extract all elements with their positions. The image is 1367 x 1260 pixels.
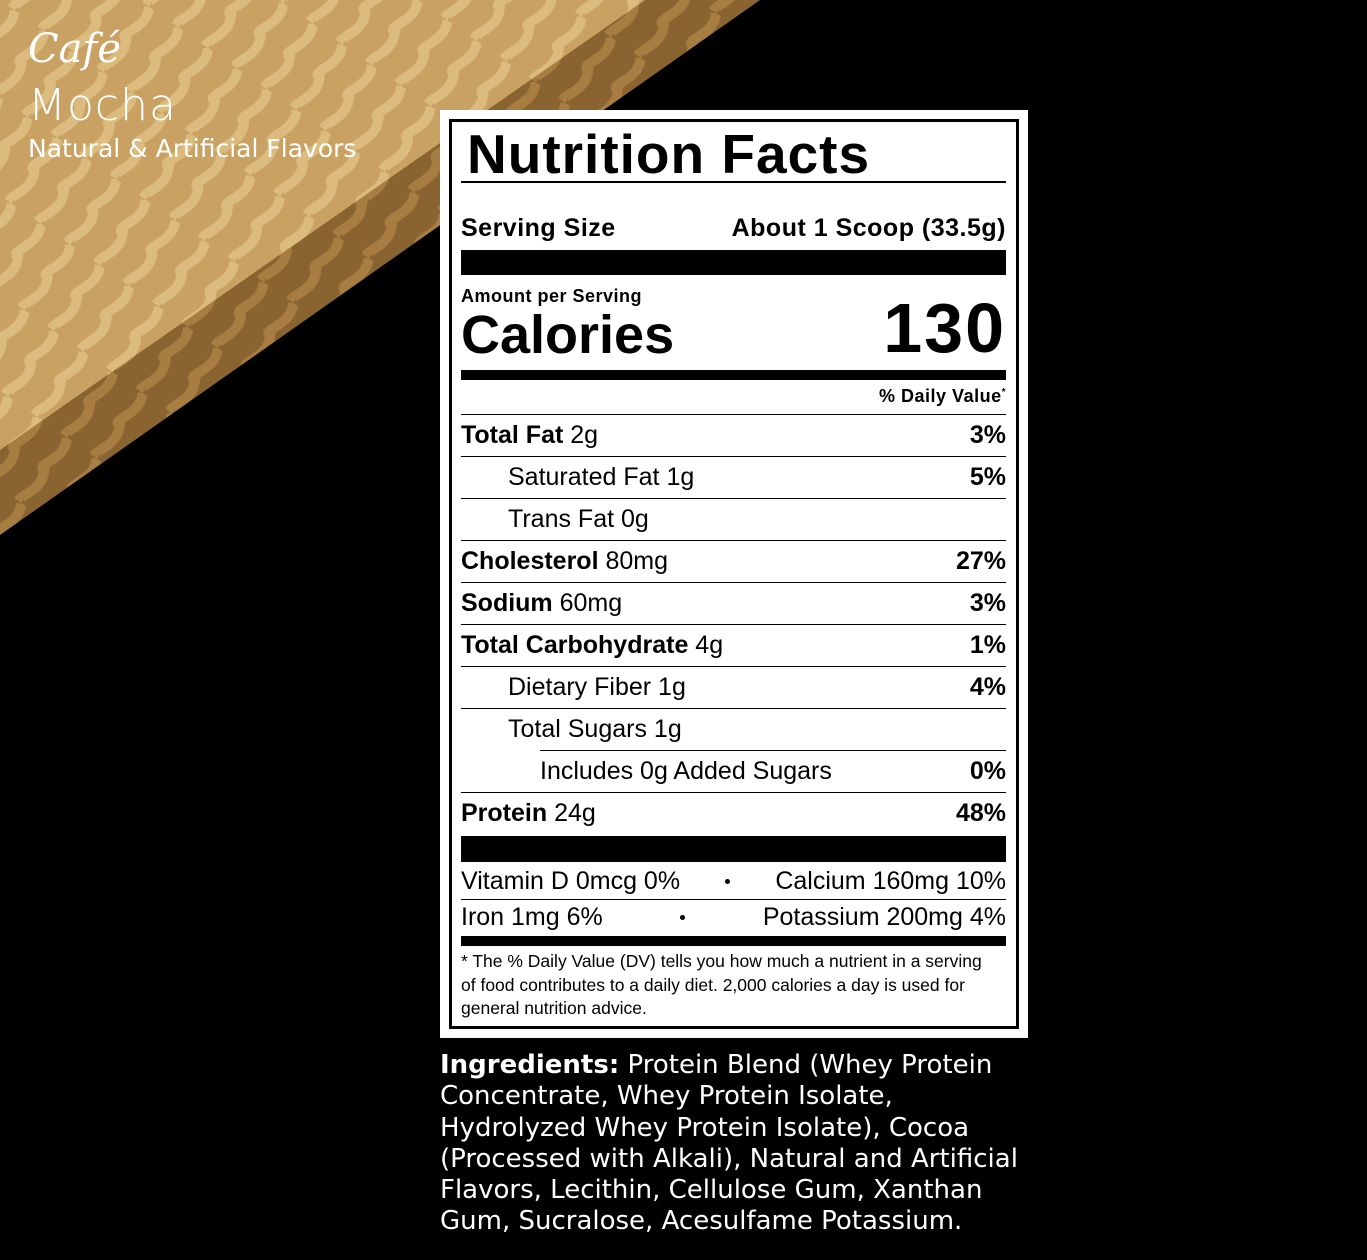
nutrient-row: Total Carbohydrate 4g 1% — [461, 624, 1006, 666]
nutrient-row: Dietary Fiber 1g 4% — [461, 666, 1006, 708]
nutrient-row: Total Fat 2g 3% — [461, 414, 1006, 456]
thick-rule — [461, 250, 1006, 275]
serving-row: Serving Size About 1 Scoop (33.5g) — [461, 214, 1006, 243]
nutrient-name: Saturated Fat — [508, 463, 660, 491]
vitamin-item: Calcium 160mg 10% — [775, 867, 1006, 895]
nutrient-label: Sodium 60mg — [461, 589, 622, 618]
nutrient-label: Total Sugars 1g — [508, 715, 682, 744]
nutrient-label: Trans Fat 0g — [508, 505, 649, 534]
nutrient-amount: 4g — [695, 631, 724, 659]
nutrient-label: Total Fat 2g — [461, 421, 598, 450]
footnote: * The % Daily Value (DV) tells you how m… — [461, 951, 982, 1018]
nutrient-dv: 3% — [969, 589, 1006, 617]
rule — [461, 181, 1006, 183]
nutrient-dv: 4% — [969, 673, 1006, 701]
nutrient-amount: 1g — [653, 715, 682, 743]
nutrient-row: Cholesterol 80mg 27% — [461, 540, 1006, 582]
vitamin-item: Iron 1mg 6% — [461, 903, 603, 931]
dv-mark: * — [1001, 387, 1006, 398]
nutrient-label: Dietary Fiber 1g — [508, 673, 686, 702]
serving-label: Serving Size — [461, 214, 616, 242]
nutrient-row: Saturated Fat 1g 5% — [461, 456, 1006, 498]
nutrient-name: Total Sugars — [508, 715, 647, 743]
ingredients-text: Protein Blend (Whey Protein Concentrate,… — [440, 1050, 1018, 1237]
amount-per-serving: Amount per Serving — [461, 286, 643, 306]
nutrient-row: Includes 0g Added Sugars 0% — [540, 750, 1006, 792]
thick-rule — [461, 836, 1006, 862]
ingredients-label: Ingredients: — [440, 1050, 620, 1080]
vitamin-item: Vitamin D 0mcg 0% — [461, 867, 681, 895]
panel-frame — [449, 119, 1019, 1029]
medium-rule — [461, 936, 1006, 946]
nutrient-amount: 2g — [570, 421, 599, 449]
vitamin-row: Iron 1mg 6% Potassium 200mg 4% — [461, 899, 1006, 935]
nutrient-dv: 5% — [969, 463, 1006, 491]
nutrient-amount: 0g — [621, 505, 649, 533]
nutrient-row: Protein 24g 48% — [461, 792, 1006, 834]
dv-header: % Daily Value* — [879, 386, 1006, 407]
flavor-note: Natural & Artificial Flavors — [28, 134, 357, 163]
nutrient-label: Total Carbohydrate 4g — [461, 631, 723, 660]
nutrient-dv: 27% — [955, 547, 1006, 575]
label-title: Nutrition Facts — [467, 123, 871, 185]
nutrient-name: Protein — [461, 799, 548, 827]
nutrient-name: Sodium — [461, 589, 553, 617]
nutrient-name: Includes 0g Added Sugars — [540, 757, 832, 785]
flavor-name: Mocha — [28, 80, 177, 131]
nutrient-amount: 1g — [658, 673, 686, 701]
dv-header-text: % Daily Value — [879, 386, 1002, 406]
nutrition-panel: Nutrition Facts Serving Size About 1 Sco… — [440, 110, 1028, 1038]
nutrient-name: Trans Fat — [508, 505, 615, 533]
nutrient-label: Saturated Fat 1g — [508, 463, 694, 492]
nutrient-name: Cholesterol — [461, 547, 599, 575]
nutrient-row: Trans Fat 0g — [461, 498, 1006, 540]
nutrient-label: Cholesterol 80mg — [461, 547, 668, 576]
nutrient-amount: 60mg — [559, 589, 623, 617]
calories-label: Calories — [461, 305, 675, 365]
nutrient-name: Total Fat — [461, 421, 564, 449]
nutrient-amount: 24g — [554, 799, 596, 827]
bullet — [680, 915, 686, 920]
nutrient-dv: 48% — [955, 799, 1006, 827]
nutrient-dv: 0% — [969, 757, 1006, 785]
nutrient-name: Dietary Fiber — [508, 673, 652, 701]
nutrient-row: Sodium 60mg 3% — [461, 582, 1006, 624]
vitamin-row: Vitamin D 0mcg 0% Calcium 160mg 10% — [461, 864, 1006, 899]
nutrient-dv: 1% — [969, 631, 1006, 659]
vitamin-rows: Vitamin D 0mcg 0% Calcium 160mg 10% Iron 1… — [461, 864, 1006, 935]
nutrient-label: Includes 0g Added Sugars — [540, 757, 832, 786]
vitamin-item: Potassium 200mg 4% — [762, 903, 1006, 931]
nutrient-row: Total Sugars 1g — [461, 708, 1006, 750]
nutrient-amount: 1g — [666, 463, 695, 491]
calories-value: 130 — [883, 289, 1006, 367]
nutrient-label: Protein 24g — [461, 799, 596, 828]
medium-rule — [461, 370, 1006, 380]
bullet — [725, 879, 731, 884]
serving-value: About 1 Scoop (33.5g) — [731, 214, 1006, 242]
ingredients: Ingredients: Protein Blend (Whey Protein… — [440, 1050, 1040, 1238]
nutrient-rows: Total Fat 2g 3% Saturated Fat 1g 5% Trans Fa… — [461, 414, 1006, 834]
nutrient-name: Total Carbohydrate — [461, 631, 689, 659]
flavor-script: Café — [28, 26, 121, 72]
nutrient-dv: 3% — [969, 421, 1006, 449]
nutrient-amount: 80mg — [605, 547, 669, 575]
